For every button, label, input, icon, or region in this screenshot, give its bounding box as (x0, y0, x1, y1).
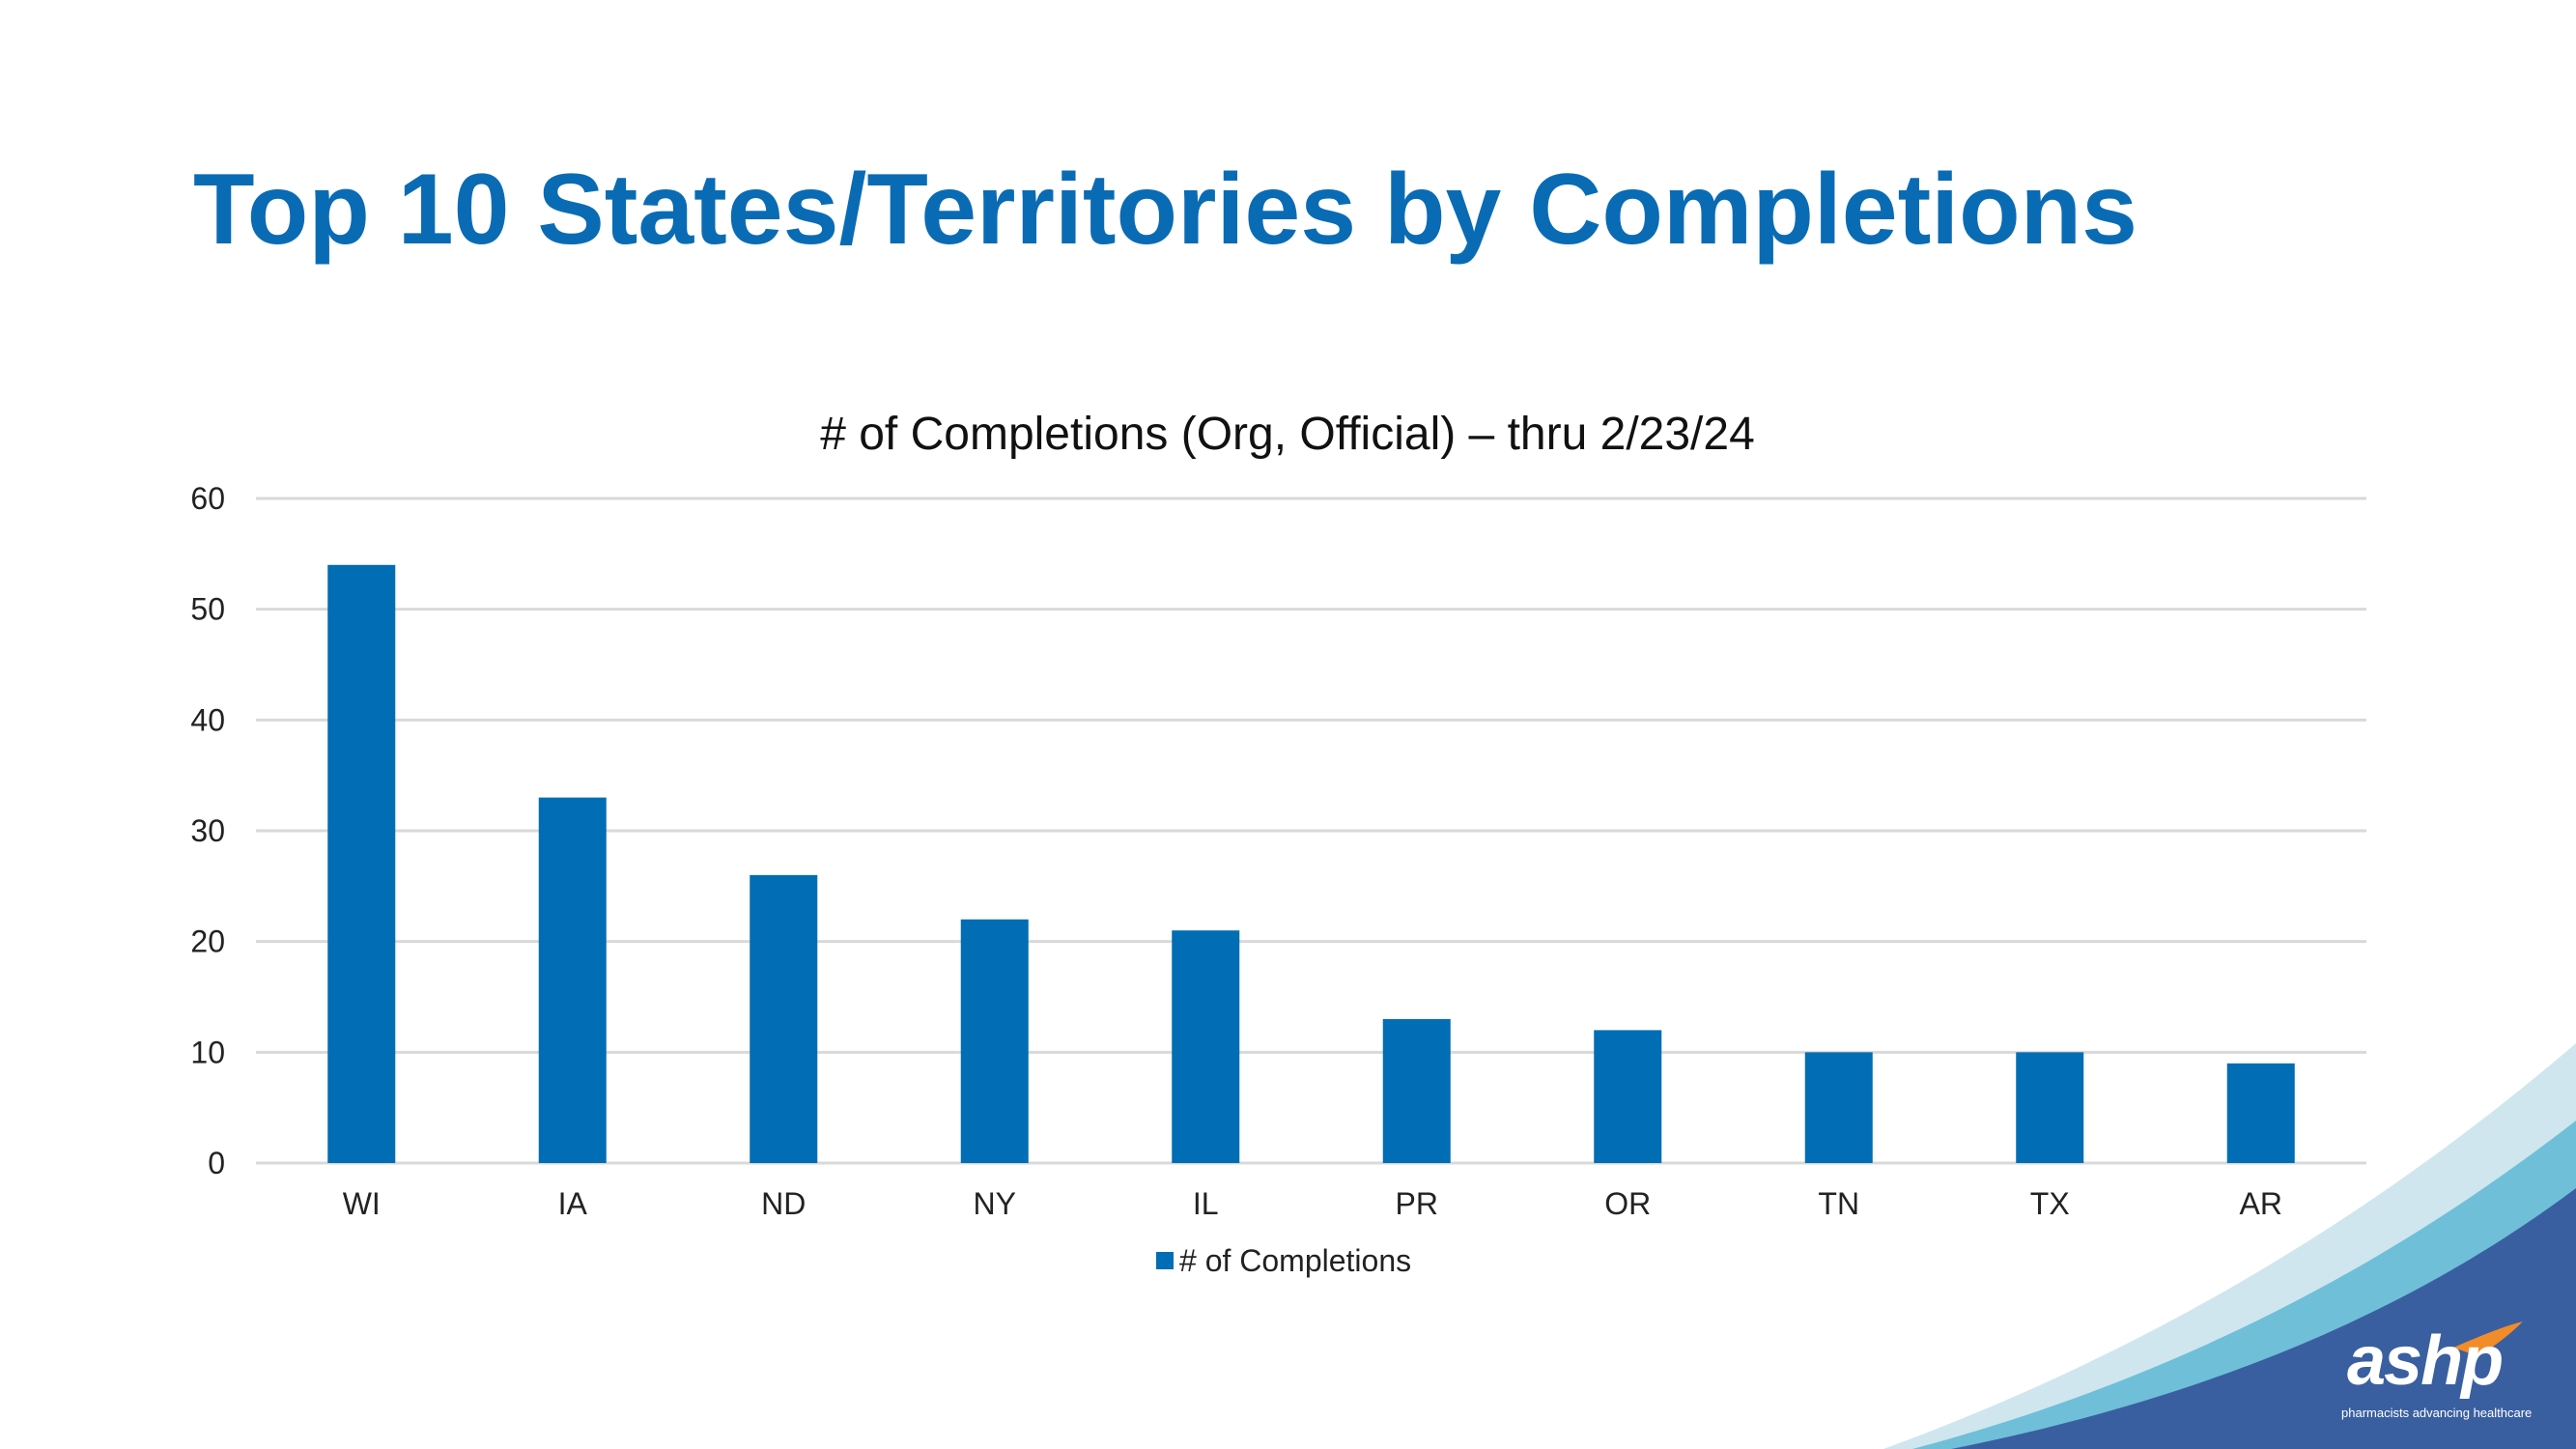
bar (2016, 1052, 2084, 1163)
slide-title: Top 10 States/Territories by Completions (193, 154, 2138, 266)
bar (1594, 1030, 1662, 1163)
y-tick-label: 60 (190, 481, 225, 516)
y-tick-label: 0 (208, 1146, 225, 1180)
y-tick-label: 10 (190, 1035, 225, 1069)
x-tick-label: NY (974, 1186, 1016, 1221)
x-axis: WI IA ND NY IL PR OR TN TX AR (343, 1186, 2282, 1221)
x-tick-label: PR (1396, 1186, 1438, 1221)
legend-swatch (1156, 1252, 1174, 1269)
y-axis: 0 10 20 30 40 50 60 (190, 481, 225, 1180)
y-tick-label: 40 (190, 702, 225, 737)
x-tick-label: WI (343, 1186, 381, 1221)
y-tick-label: 30 (190, 813, 225, 848)
x-tick-label: AR (2240, 1186, 2282, 1221)
bar (1172, 930, 1240, 1163)
logo-tagline: pharmacists advancing healthcare (2341, 1406, 2533, 1420)
x-tick-label: TX (2030, 1186, 2070, 1221)
bar (960, 919, 1029, 1163)
bar (1382, 1018, 1451, 1163)
x-tick-label: TN (1818, 1186, 1859, 1221)
x-tick-label: ND (761, 1186, 806, 1221)
bar (2226, 1063, 2295, 1163)
x-tick-label: IL (1193, 1186, 1219, 1221)
x-tick-label: IA (558, 1186, 588, 1221)
y-tick-label: 20 (190, 924, 225, 959)
bar (1804, 1052, 1873, 1163)
legend-label: # of Completions (1179, 1243, 1411, 1278)
chart-title: # of Completions (Org, Official) – thru … (820, 409, 1755, 460)
bar (538, 797, 607, 1163)
gridlines (256, 497, 2366, 1165)
bars (327, 564, 2295, 1163)
ashp-logo: ashp (2347, 1322, 2504, 1400)
x-tick-label: OR (1604, 1186, 1651, 1221)
bar (327, 564, 396, 1163)
bar (750, 874, 818, 1163)
y-tick-label: 50 (190, 592, 225, 627)
legend: # of Completions (1156, 1243, 1411, 1278)
